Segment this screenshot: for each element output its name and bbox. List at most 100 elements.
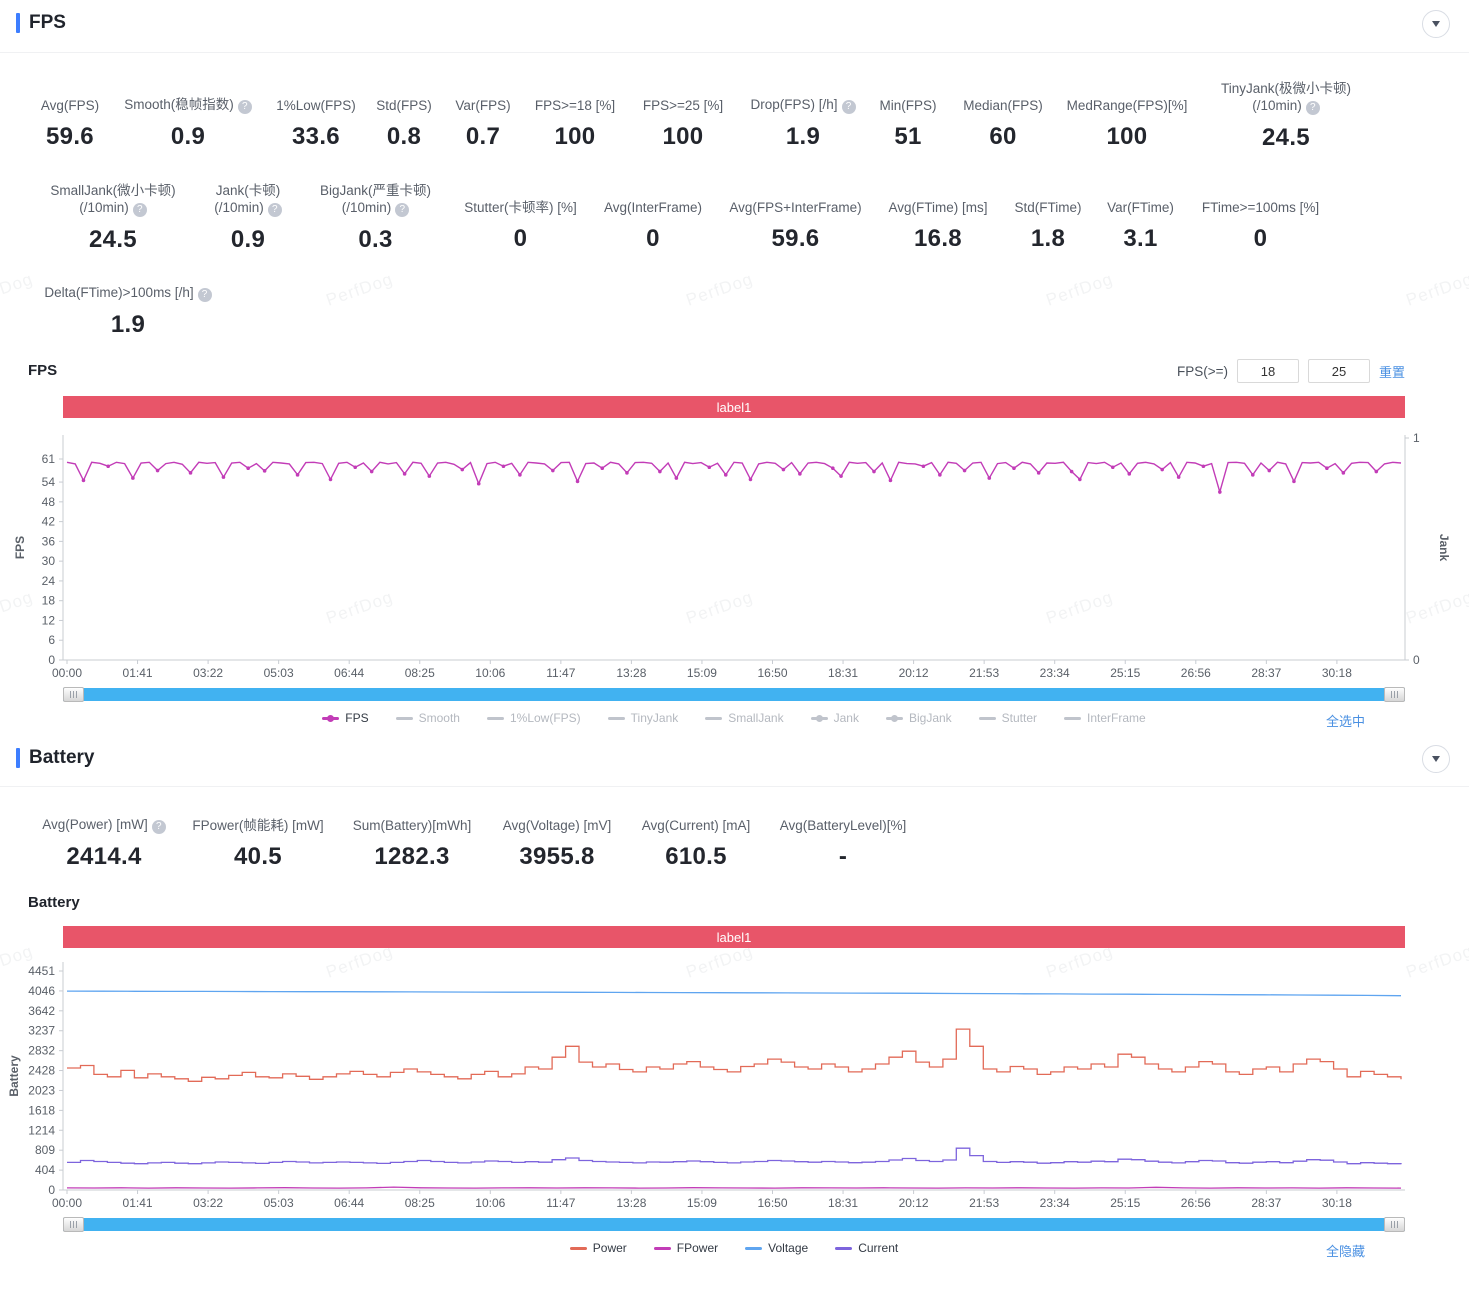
legend-item-voltage[interactable]: Voltage xyxy=(745,1241,808,1255)
svg-text:48: 48 xyxy=(42,495,56,509)
legend-item-smalljank[interactable]: SmallJank xyxy=(705,711,784,725)
stat-sum-battery-mwh-: Sum(Battery)[mWh] 1282.3 xyxy=(336,806,488,871)
stat-ftime-100ms-%-: FTime>=100ms [%] 0 xyxy=(1188,182,1333,254)
stat-label-line: Sum(Battery)[mWh] xyxy=(352,818,472,833)
svg-text:1: 1 xyxy=(1413,431,1420,445)
stat-delta-ftime-100ms-h-: Delta(FTime)>100ms [/h]? 1.9 xyxy=(28,268,228,339)
stat-label-line: FTime>=100ms [%] xyxy=(1201,200,1320,215)
help-icon[interactable]: ? xyxy=(151,820,166,834)
svg-text:0: 0 xyxy=(48,1183,55,1197)
legend-item-power[interactable]: Power xyxy=(569,1241,627,1255)
legend-item-tinyjank[interactable]: TinyJank xyxy=(607,711,678,725)
legend-item-smooth[interactable]: Smooth xyxy=(395,711,460,725)
stat-fpower-mw-: FPower(帧能耗) [mW] 40.5 xyxy=(180,806,336,871)
legend-item-stutter[interactable]: Stutter xyxy=(978,711,1038,725)
scrollbar-right-handle[interactable] xyxy=(1384,687,1405,702)
stat-avg-current-ma-: Avg(Current) [mA] 610.5 xyxy=(626,806,766,871)
stat-label-line: Min(FPS) xyxy=(879,98,937,113)
fps-collapse-button[interactable] xyxy=(1422,10,1450,38)
legend-item-1%low-fps-[interactable]: 1%Low(FPS) xyxy=(486,711,581,725)
help-icon[interactable]: ? xyxy=(1305,101,1320,115)
stat-value: 1.8 xyxy=(1030,225,1066,252)
legend-item-fps[interactable]: FPS xyxy=(322,711,369,725)
scrollbar-left-handle[interactable] xyxy=(63,1217,84,1232)
stat-label: SmallJank(微小卡顿) (/10min)? xyxy=(50,182,176,217)
svg-text:18:31: 18:31 xyxy=(828,1196,858,1210)
select-all-link[interactable]: 全选中 xyxy=(1325,714,1365,729)
legend-marker xyxy=(486,716,504,720)
reset-link[interactable]: 重置 xyxy=(1378,364,1405,380)
svg-text:08:25: 08:25 xyxy=(405,666,435,680)
svg-text:30:18: 30:18 xyxy=(1322,666,1352,680)
svg-text:30:18: 30:18 xyxy=(1322,1196,1352,1210)
stat-1%low-fps-: 1%Low(FPS) 33.6 xyxy=(264,80,368,152)
svg-text:08:25: 08:25 xyxy=(405,1196,435,1210)
help-icon[interactable]: ? xyxy=(841,100,856,114)
fps-threshold-input-2[interactable] xyxy=(1307,359,1370,383)
svg-text:21:53: 21:53 xyxy=(969,666,999,680)
legend-label: FPS xyxy=(345,711,369,725)
stat-label-line: (/10min)? xyxy=(214,199,282,217)
fps-threshold-controls: FPS(>=) 重置 xyxy=(1177,359,1405,383)
legend-label: 1%Low(FPS) xyxy=(509,711,581,725)
legend-marker xyxy=(835,1246,853,1250)
stat-label-line: Std(FTime) xyxy=(1014,200,1082,215)
help-icon[interactable]: ? xyxy=(197,288,212,302)
stat-label-line: Jank(卡顿) xyxy=(215,183,281,198)
stat-label-line: Drop(FPS) [/h]? xyxy=(750,96,856,114)
legend-item-bigjank[interactable]: BigJank xyxy=(885,711,952,725)
stat-label: Var(FTime) xyxy=(1107,182,1174,216)
help-icon[interactable]: ? xyxy=(395,203,410,217)
battery-chart[interactable]: 4451 4046 3642 3237 2832 2428 2023 1618 1214 809 4… xyxy=(0,950,1469,1214)
battery-chart-scrollbar[interactable] xyxy=(63,1217,1405,1232)
help-icon[interactable]: ? xyxy=(237,100,252,114)
stat-bigjank-: BigJank(严重卡顿) (/10min)? 0.3 xyxy=(298,182,453,254)
stat-label-line: Avg(InterFrame) xyxy=(603,200,703,215)
stat-label-line: (/10min)? xyxy=(342,199,410,217)
hide-all-link[interactable]: 全隐藏 xyxy=(1325,1244,1365,1259)
stat-value: 0.9 xyxy=(170,123,206,150)
scrollbar-left-handle[interactable] xyxy=(63,687,84,702)
fps-chart-scrollbar[interactable] xyxy=(63,687,1405,702)
stat-value: 59.6 xyxy=(771,225,820,252)
svg-text:20:12: 20:12 xyxy=(899,1196,929,1210)
svg-text:0: 0 xyxy=(1413,653,1420,667)
svg-text:2428: 2428 xyxy=(28,1064,55,1078)
svg-text:10:06: 10:06 xyxy=(475,666,505,680)
stat-label-line: Delta(FTime)>100ms [/h]? xyxy=(44,284,212,302)
fps-threshold-input-1[interactable] xyxy=(1236,359,1299,383)
stat-avg-batterylevel-%-: Avg(BatteryLevel)[%] - xyxy=(766,806,920,871)
stat-value: 33.6 xyxy=(292,123,340,150)
divider xyxy=(0,786,1469,787)
stat-value: 0.3 xyxy=(358,226,393,253)
legend-item-current[interactable]: Current xyxy=(835,1241,898,1255)
stat-tinyjank-: TinyJank(极微小卡顿) (/10min)? 24.5 xyxy=(1200,80,1372,152)
legend-label: Stutter xyxy=(1001,711,1038,725)
svg-text:06:44: 06:44 xyxy=(334,666,364,680)
svg-text:24: 24 xyxy=(42,574,56,588)
help-icon[interactable]: ? xyxy=(267,203,282,217)
stat-label-line: Stutter(卡顿率) [%] xyxy=(464,200,577,215)
stat-label: Delta(FTime)>100ms [/h]? xyxy=(44,268,212,302)
scrollbar-right-handle[interactable] xyxy=(1384,1217,1405,1232)
svg-text:23:34: 23:34 xyxy=(1040,1196,1070,1210)
stat-label-line: Avg(BatteryLevel)[%] xyxy=(779,818,907,833)
fps-chart-banner: label1 xyxy=(63,396,1405,418)
legend-marker xyxy=(705,716,723,720)
legend-item-fpower[interactable]: FPower xyxy=(653,1241,718,1255)
stat-label-line: Var(FPS) xyxy=(455,98,511,113)
svg-text:2023: 2023 xyxy=(28,1083,55,1097)
svg-text:12: 12 xyxy=(42,613,56,627)
stat-value: 100 xyxy=(1106,123,1148,150)
battery-section-title: Battery xyxy=(29,747,95,768)
battery-collapse-button[interactable] xyxy=(1422,745,1450,773)
legend-marker xyxy=(978,716,996,720)
stat-value: 0.9 xyxy=(230,226,266,253)
stat-fps-18-%-: FPS>=18 [%] 100 xyxy=(526,80,624,152)
stat-smooth-: Smooth(稳帧指数)? 0.9 xyxy=(112,80,264,152)
help-icon[interactable]: ? xyxy=(132,203,147,217)
stat-label: Stutter(卡顿率) [%] xyxy=(464,182,577,216)
legend-item-jank[interactable]: Jank xyxy=(810,711,859,725)
legend-item-interframe[interactable]: InterFrame xyxy=(1064,711,1146,725)
